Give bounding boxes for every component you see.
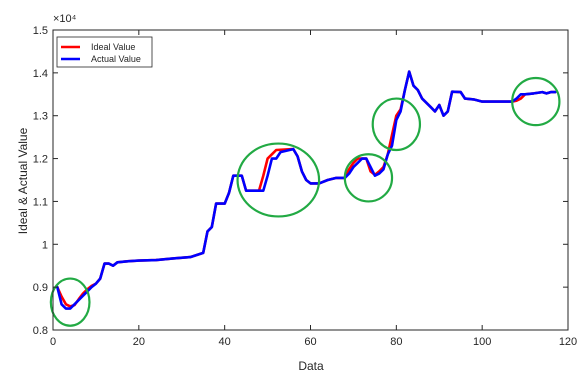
legend: Ideal Value Actual Value — [56, 36, 153, 68]
plot-area — [49, 70, 561, 327]
x-tick-label: 80 — [390, 336, 402, 348]
y-tick-label: 1.2 — [33, 154, 48, 166]
y-tick-label: 0.9 — [33, 282, 48, 294]
y-tick-label: 0.8 — [33, 325, 48, 337]
x-tick-label: 120 — [559, 336, 577, 348]
y-tick-label: 1.1 — [33, 196, 48, 208]
y-tick-label: 1.4 — [33, 68, 48, 80]
highlight-circle — [371, 97, 422, 152]
axes: 0 20 40 60 80 100 120 0.8 0.9 1 1.1 1.2 1.3 1.4 1.5 — [33, 25, 577, 348]
series-line-actual-value — [56, 70, 557, 310]
x-tick-label: 100 — [473, 336, 491, 348]
y-axis-multiplier: ×10⁴ — [53, 13, 77, 25]
x-tick-label: 60 — [304, 336, 316, 348]
x-tick-label: 0 — [50, 336, 56, 348]
y-axis-label: Ideal & Actual Value — [16, 127, 30, 234]
x-tick-label: 20 — [133, 336, 145, 348]
legend-box — [56, 36, 153, 68]
legend-entry: Ideal Value — [91, 42, 135, 52]
highlight-circle — [236, 142, 321, 218]
x-tick-label: 40 — [219, 336, 231, 348]
highlight-circle — [511, 76, 561, 127]
legend-entry: Actual Value — [91, 54, 141, 64]
y-tick-label: 1 — [42, 239, 48, 251]
y-tick-label: 1.3 — [33, 111, 48, 123]
highlight-circle — [49, 277, 91, 327]
y-tick-label: 1.5 — [33, 25, 48, 37]
x-axis-label: Data — [298, 359, 324, 373]
highlight-circle — [343, 153, 394, 203]
